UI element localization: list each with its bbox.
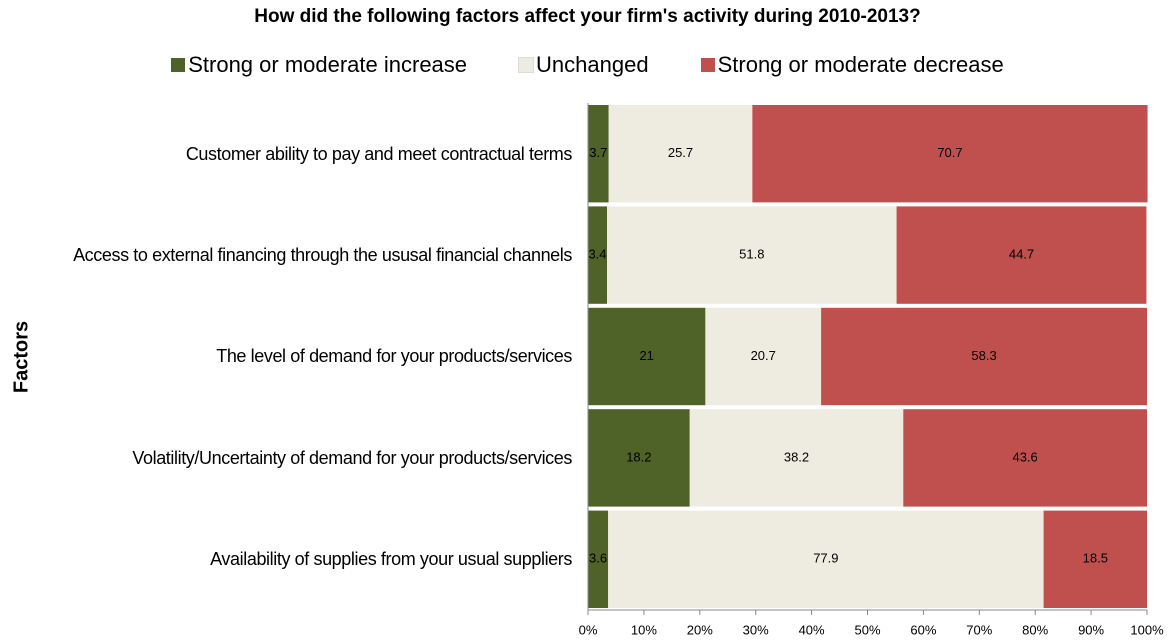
bar-segment <box>705 307 822 406</box>
legend-item: Strong or moderate increase <box>171 52 467 78</box>
category-text: Customer ability to pay and meet contrac… <box>185 143 573 164</box>
data-label: 77.9 <box>813 551 838 566</box>
bar-segment <box>752 105 1148 203</box>
x-tick-label: 70% <box>966 622 992 637</box>
data-label: 21 <box>639 348 653 363</box>
legend-swatch <box>700 58 715 72</box>
category-label: Availability of supplies from your usual… <box>20 509 572 610</box>
bar-segment <box>608 510 1044 608</box>
x-tick-label: 50% <box>854 622 880 637</box>
category-label: Volatility/Uncertainty of demand for you… <box>20 407 572 508</box>
legend-label: Unchanged <box>536 52 649 77</box>
legend-swatch <box>518 57 535 73</box>
bar-segment <box>607 206 897 304</box>
data-label: 25.7 <box>668 145 693 160</box>
x-tick-label: 40% <box>799 622 825 637</box>
legend-label: Strong or moderate increase <box>188 52 468 77</box>
bar-segment <box>689 409 904 507</box>
legend-item: Strong or moderate decrease <box>700 52 1004 78</box>
x-tick-label: 60% <box>910 622 936 637</box>
bar-segment <box>588 206 608 304</box>
data-label: 18.2 <box>626 449 651 464</box>
x-tick-label: 30% <box>743 622 769 637</box>
x-tick-label: 10% <box>631 622 657 637</box>
data-label: 20.7 <box>751 348 776 363</box>
bar-segment <box>608 105 753 203</box>
category-text: Availability of supplies from your usual… <box>210 549 572 570</box>
bar-segment <box>903 409 1147 507</box>
legend-item: Unchanged <box>518 52 649 78</box>
x-tick-label: 100% <box>1130 622 1164 637</box>
x-tick-label: 80% <box>1022 622 1048 637</box>
category-text: The level of demand for your products/se… <box>216 346 572 367</box>
data-label: 51.8 <box>739 247 764 262</box>
data-label: 58.3 <box>971 348 996 363</box>
data-label: 38.2 <box>784 449 809 464</box>
legend: Strong or moderate increase Unchanged Stro… <box>0 52 1175 78</box>
bar-segment <box>896 206 1147 304</box>
category-text: Access to external financing through the… <box>73 245 572 266</box>
category-label: The level of demand for your products/se… <box>20 306 572 407</box>
bar-segment <box>588 510 609 608</box>
bar-segment <box>588 105 609 203</box>
data-label: 43.6 <box>1012 449 1037 464</box>
data-label: 18.5 <box>1083 551 1108 566</box>
x-tick-label: 0% <box>579 622 598 637</box>
legend-label: Strong or moderate decrease <box>717 52 1004 77</box>
y-axis-label: Factors <box>10 321 32 393</box>
bar-segment <box>821 307 1147 406</box>
data-label: 3.6 <box>589 551 607 566</box>
legend-swatch <box>171 58 186 72</box>
bar-segment <box>588 307 706 406</box>
bar-segment <box>1043 510 1147 608</box>
x-tick-label: 90% <box>1078 622 1104 637</box>
data-label: 3.7 <box>589 145 607 160</box>
category-label: Access to external financing through the… <box>20 204 572 305</box>
data-label: 44.7 <box>1009 247 1034 262</box>
category-text: Volatility/Uncertainty of demand for you… <box>132 447 572 468</box>
data-label: 70.7 <box>937 145 962 160</box>
data-label: 3.4 <box>588 247 606 262</box>
chart-title: How did the following factors affect you… <box>254 6 921 27</box>
x-tick-label: 20% <box>687 622 713 637</box>
bar-segment <box>588 409 690 507</box>
category-label: Customer ability to pay and meet contrac… <box>20 103 573 204</box>
